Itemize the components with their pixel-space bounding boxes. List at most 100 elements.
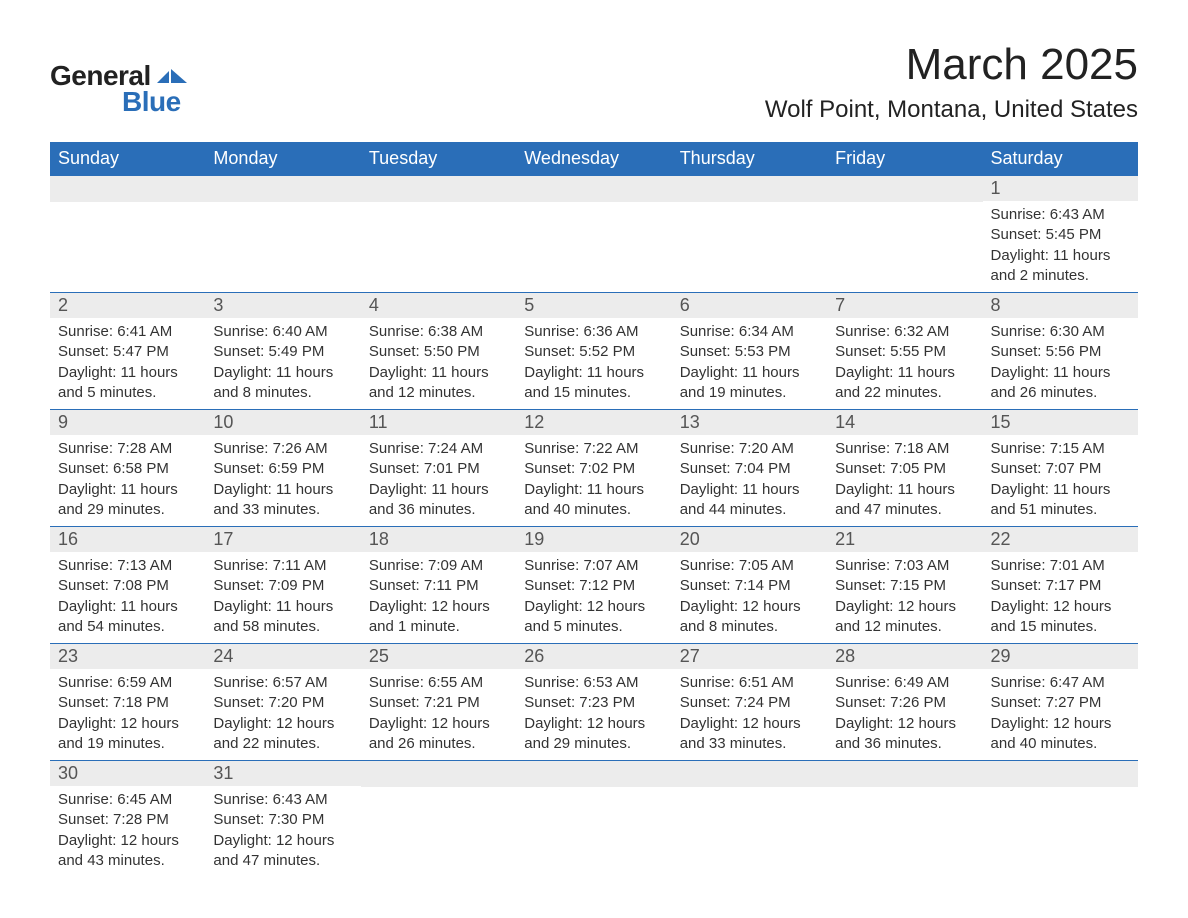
- day-detail: Sunrise: 6:45 AMSunset: 7:28 PMDaylight:…: [50, 786, 205, 877]
- daylight-line: Daylight: 12 hours and 43 minutes.: [58, 831, 197, 872]
- sunset-line: Sunset: 7:30 PM: [213, 810, 352, 830]
- sunrise-line: Sunrise: 6:49 AM: [835, 673, 974, 693]
- calendar-cell: [205, 176, 360, 293]
- column-header: Friday: [827, 142, 982, 176]
- calendar-cell: 12Sunrise: 7:22 AMSunset: 7:02 PMDayligh…: [516, 410, 671, 527]
- sunset-line: Sunset: 6:59 PM: [213, 459, 352, 479]
- sunrise-line: Sunrise: 7:13 AM: [58, 556, 197, 576]
- sunrise-line: Sunrise: 6:55 AM: [369, 673, 508, 693]
- day-number: 1: [983, 176, 1138, 201]
- location: Wolf Point, Montana, United States: [765, 96, 1138, 124]
- empty-day-header: [827, 176, 982, 202]
- empty-detail: [516, 202, 671, 286]
- day-number: 15: [983, 410, 1138, 435]
- day-detail: Sunrise: 6:43 AMSunset: 5:45 PMDaylight:…: [983, 201, 1138, 292]
- day-detail: Sunrise: 6:47 AMSunset: 7:27 PMDaylight:…: [983, 669, 1138, 760]
- daylight-line: Daylight: 11 hours and 29 minutes.: [58, 480, 197, 521]
- sunset-line: Sunset: 5:55 PM: [835, 342, 974, 362]
- day-number: 17: [205, 527, 360, 552]
- daylight-line: Daylight: 12 hours and 47 minutes.: [213, 831, 352, 872]
- column-header: Saturday: [983, 142, 1138, 176]
- sunset-line: Sunset: 5:45 PM: [991, 225, 1130, 245]
- calendar-cell: [516, 176, 671, 293]
- daylight-line: Daylight: 12 hours and 5 minutes.: [524, 597, 663, 638]
- sunrise-line: Sunrise: 6:43 AM: [991, 205, 1130, 225]
- empty-day-header: [361, 176, 516, 202]
- day-detail: Sunrise: 6:53 AMSunset: 7:23 PMDaylight:…: [516, 669, 671, 760]
- empty-detail: [205, 202, 360, 286]
- sunrise-line: Sunrise: 7:26 AM: [213, 439, 352, 459]
- sunrise-line: Sunrise: 6:38 AM: [369, 322, 508, 342]
- calendar-cell: [983, 761, 1138, 878]
- day-detail: Sunrise: 6:41 AMSunset: 5:47 PMDaylight:…: [50, 318, 205, 409]
- sunrise-line: Sunrise: 7:05 AM: [680, 556, 819, 576]
- sunset-line: Sunset: 7:26 PM: [835, 693, 974, 713]
- day-detail: Sunrise: 7:20 AMSunset: 7:04 PMDaylight:…: [672, 435, 827, 526]
- day-detail: Sunrise: 7:11 AMSunset: 7:09 PMDaylight:…: [205, 552, 360, 643]
- empty-detail: [827, 202, 982, 286]
- calendar-cell: 26Sunrise: 6:53 AMSunset: 7:23 PMDayligh…: [516, 644, 671, 761]
- calendar-cell: 25Sunrise: 6:55 AMSunset: 7:21 PMDayligh…: [361, 644, 516, 761]
- calendar-body: 1Sunrise: 6:43 AMSunset: 5:45 PMDaylight…: [50, 176, 1138, 878]
- daylight-line: Daylight: 11 hours and 33 minutes.: [213, 480, 352, 521]
- calendar-cell: 29Sunrise: 6:47 AMSunset: 7:27 PMDayligh…: [983, 644, 1138, 761]
- sunset-line: Sunset: 7:08 PM: [58, 576, 197, 596]
- daylight-line: Daylight: 11 hours and 36 minutes.: [369, 480, 508, 521]
- calendar-cell: 28Sunrise: 6:49 AMSunset: 7:26 PMDayligh…: [827, 644, 982, 761]
- daylight-line: Daylight: 12 hours and 29 minutes.: [524, 714, 663, 755]
- day-detail: Sunrise: 7:09 AMSunset: 7:11 PMDaylight:…: [361, 552, 516, 643]
- daylight-line: Daylight: 11 hours and 12 minutes.: [369, 363, 508, 404]
- calendar-cell: [50, 176, 205, 293]
- day-detail: Sunrise: 7:15 AMSunset: 7:07 PMDaylight:…: [983, 435, 1138, 526]
- daylight-line: Daylight: 11 hours and 44 minutes.: [680, 480, 819, 521]
- calendar-cell: 19Sunrise: 7:07 AMSunset: 7:12 PMDayligh…: [516, 527, 671, 644]
- day-number: 4: [361, 293, 516, 318]
- day-detail: Sunrise: 6:49 AMSunset: 7:26 PMDaylight:…: [827, 669, 982, 760]
- calendar-week-row: 2Sunrise: 6:41 AMSunset: 5:47 PMDaylight…: [50, 293, 1138, 410]
- daylight-line: Daylight: 11 hours and 26 minutes.: [991, 363, 1130, 404]
- day-detail: Sunrise: 6:38 AMSunset: 5:50 PMDaylight:…: [361, 318, 516, 409]
- daylight-line: Daylight: 11 hours and 8 minutes.: [213, 363, 352, 404]
- day-detail: Sunrise: 6:57 AMSunset: 7:20 PMDaylight:…: [205, 669, 360, 760]
- column-header: Wednesday: [516, 142, 671, 176]
- day-detail: Sunrise: 7:13 AMSunset: 7:08 PMDaylight:…: [50, 552, 205, 643]
- calendar-cell: 1Sunrise: 6:43 AMSunset: 5:45 PMDaylight…: [983, 176, 1138, 293]
- day-number: 27: [672, 644, 827, 669]
- day-detail: Sunrise: 7:22 AMSunset: 7:02 PMDaylight:…: [516, 435, 671, 526]
- empty-day-header: [361, 761, 516, 787]
- calendar-cell: 2Sunrise: 6:41 AMSunset: 5:47 PMDaylight…: [50, 293, 205, 410]
- sunset-line: Sunset: 7:17 PM: [991, 576, 1130, 596]
- calendar-cell: [672, 176, 827, 293]
- daylight-line: Daylight: 11 hours and 54 minutes.: [58, 597, 197, 638]
- calendar-cell: [827, 761, 982, 878]
- calendar-cell: 20Sunrise: 7:05 AMSunset: 7:14 PMDayligh…: [672, 527, 827, 644]
- calendar-cell: 8Sunrise: 6:30 AMSunset: 5:56 PMDaylight…: [983, 293, 1138, 410]
- day-detail: Sunrise: 7:05 AMSunset: 7:14 PMDaylight:…: [672, 552, 827, 643]
- day-detail: Sunrise: 6:55 AMSunset: 7:21 PMDaylight:…: [361, 669, 516, 760]
- sunset-line: Sunset: 7:07 PM: [991, 459, 1130, 479]
- sunrise-line: Sunrise: 6:53 AM: [524, 673, 663, 693]
- empty-day-header: [672, 176, 827, 202]
- day-number: 13: [672, 410, 827, 435]
- sunrise-line: Sunrise: 6:51 AM: [680, 673, 819, 693]
- sunrise-line: Sunrise: 6:43 AM: [213, 790, 352, 810]
- sunset-line: Sunset: 5:49 PM: [213, 342, 352, 362]
- sunrise-line: Sunrise: 6:30 AM: [991, 322, 1130, 342]
- calendar-cell: [361, 176, 516, 293]
- empty-day-header: [50, 176, 205, 202]
- daylight-line: Daylight: 12 hours and 22 minutes.: [213, 714, 352, 755]
- sunset-line: Sunset: 5:53 PM: [680, 342, 819, 362]
- sunrise-line: Sunrise: 6:40 AM: [213, 322, 352, 342]
- calendar-cell: [827, 176, 982, 293]
- day-detail: Sunrise: 7:24 AMSunset: 7:01 PMDaylight:…: [361, 435, 516, 526]
- day-detail: Sunrise: 7:26 AMSunset: 6:59 PMDaylight:…: [205, 435, 360, 526]
- sunset-line: Sunset: 7:11 PM: [369, 576, 508, 596]
- daylight-line: Daylight: 11 hours and 15 minutes.: [524, 363, 663, 404]
- sunrise-line: Sunrise: 7:28 AM: [58, 439, 197, 459]
- sunrise-line: Sunrise: 6:34 AM: [680, 322, 819, 342]
- calendar-cell: 13Sunrise: 7:20 AMSunset: 7:04 PMDayligh…: [672, 410, 827, 527]
- calendar-cell: 9Sunrise: 7:28 AMSunset: 6:58 PMDaylight…: [50, 410, 205, 527]
- daylight-line: Daylight: 12 hours and 8 minutes.: [680, 597, 819, 638]
- sunrise-line: Sunrise: 6:59 AM: [58, 673, 197, 693]
- column-header: Monday: [205, 142, 360, 176]
